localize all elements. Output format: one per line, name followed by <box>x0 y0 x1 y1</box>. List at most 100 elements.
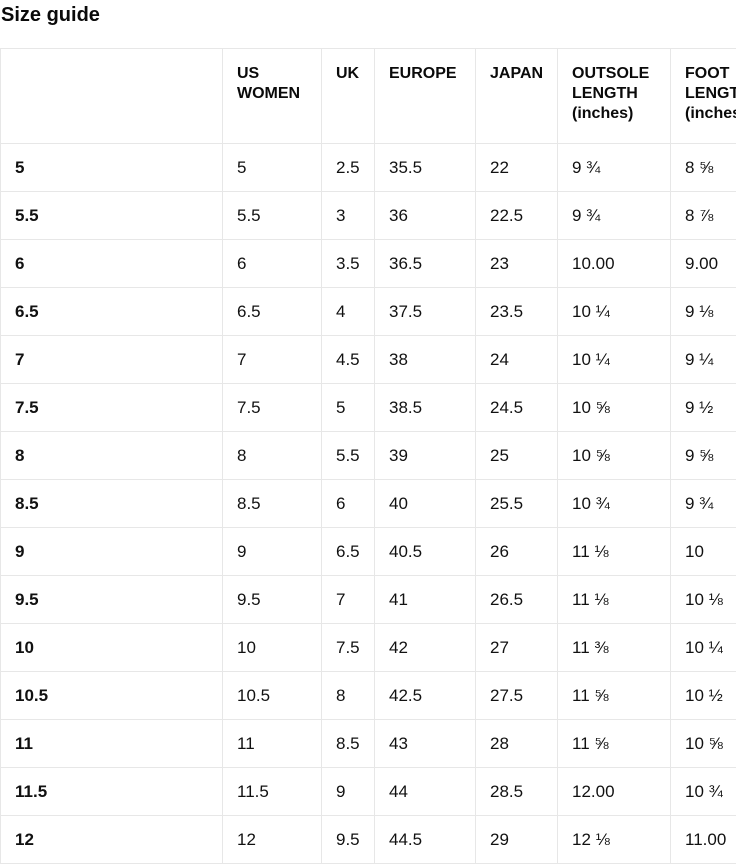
size-cell: 11 <box>0 719 223 768</box>
table-cell: 9.00 <box>670 239 736 288</box>
table-cell: 2.5 <box>321 143 375 192</box>
size-cell: 8.5 <box>0 479 223 528</box>
table-cell: 5.5 <box>321 431 375 480</box>
table-cell: 6 <box>222 239 322 288</box>
table-cell: 6.5 <box>321 527 375 576</box>
table-cell: 6.5 <box>222 287 322 336</box>
table-cell: 5.5 <box>222 191 322 240</box>
table-cell: 6 <box>321 479 375 528</box>
size-cell: 7 <box>0 335 223 384</box>
table-cell: 39 <box>374 431 476 480</box>
table-cell: 9.5 <box>222 575 322 624</box>
size-cell: 12 <box>0 815 223 864</box>
table-cell: 11.00 <box>670 815 736 864</box>
header-cell-0 <box>0 48 223 144</box>
table-row: 9 9 6.5 40.5 26 11 ⅛ 10 <box>0 527 736 576</box>
header-cell-1: US WOMEN <box>222 48 322 144</box>
table-cell: 10 ⅛ <box>670 575 736 624</box>
table-cell: 28.5 <box>475 767 558 816</box>
table-cell: 11 ⅛ <box>557 575 671 624</box>
table-cell: 10.00 <box>557 239 671 288</box>
size-cell: 9 <box>0 527 223 576</box>
table-cell: 10 ¼ <box>670 623 736 672</box>
size-cell: 5.5 <box>0 191 223 240</box>
table-cell: 5 <box>321 383 375 432</box>
table-cell: 23 <box>475 239 558 288</box>
table-cell: 28 <box>475 719 558 768</box>
table-cell: 9 ¼ <box>670 335 736 384</box>
table-cell: 11.5 <box>222 767 322 816</box>
table-cell: 9 ½ <box>670 383 736 432</box>
size-cell: 9.5 <box>0 575 223 624</box>
table-cell: 9 ¾ <box>670 479 736 528</box>
size-cell: 5 <box>0 143 223 192</box>
table-cell: 11 ⅝ <box>557 671 671 720</box>
size-cell: 8 <box>0 431 223 480</box>
size-cell: 10.5 <box>0 671 223 720</box>
table-row: 11 11 8.5 43 28 11 ⅝ 10 ⅝ <box>0 719 736 768</box>
table-cell: 27 <box>475 623 558 672</box>
size-cell: 10 <box>0 623 223 672</box>
table-cell: 10 ½ <box>670 671 736 720</box>
size-guide-table-viewport: US WOMEN UK EUROPE JAPAN OUTSOLE LENGTH (inc… <box>0 48 736 864</box>
header-cell-3: EUROPE <box>374 48 476 144</box>
table-cell: 9 <box>222 527 322 576</box>
table-cell: 36.5 <box>374 239 476 288</box>
table-cell: 11 ⅛ <box>557 527 671 576</box>
table-cell: 41 <box>374 575 476 624</box>
table-row: 10.5 10.5 8 42.5 27.5 11 ⅝ 10 ½ <box>0 671 736 720</box>
table-cell: 44.5 <box>374 815 476 864</box>
table-cell: 38 <box>374 335 476 384</box>
table-cell: 12 ⅛ <box>557 815 671 864</box>
table-cell: 9.5 <box>321 815 375 864</box>
table-row: 12 12 9.5 44.5 29 12 ⅛ 11.00 <box>0 815 736 864</box>
table-cell: 10 ¼ <box>557 335 671 384</box>
size-cell: 6.5 <box>0 287 223 336</box>
table-cell: 11 <box>222 719 322 768</box>
table-cell: 10 <box>670 527 736 576</box>
table-cell: 8 <box>321 671 375 720</box>
table-row: 10 10 7.5 42 27 11 ⅜ 10 ¼ <box>0 623 736 672</box>
table-cell: 3 <box>321 191 375 240</box>
table-cell: 3.5 <box>321 239 375 288</box>
table-cell: 9 ⅛ <box>670 287 736 336</box>
table-cell: 8 ⅝ <box>670 143 736 192</box>
table-cell: 23.5 <box>475 287 558 336</box>
table-cell: 7 <box>321 575 375 624</box>
table-cell: 35.5 <box>374 143 476 192</box>
table-row: 11.5 11.5 9 44 28.5 12.00 10 ¾ <box>0 767 736 816</box>
table-cell: 25.5 <box>475 479 558 528</box>
table-cell: 9 ¾ <box>557 143 671 192</box>
table-cell: 9 ⅝ <box>670 431 736 480</box>
table-cell: 10 ¾ <box>670 767 736 816</box>
table-cell: 25 <box>475 431 558 480</box>
table-cell: 42 <box>374 623 476 672</box>
header-row: US WOMEN UK EUROPE JAPAN OUTSOLE LENGTH (inc… <box>0 48 736 144</box>
table-row: 6 6 3.5 36.5 23 10.00 9.00 <box>0 239 736 288</box>
table-cell: 8 <box>222 431 322 480</box>
table-cell: 38.5 <box>374 383 476 432</box>
table-cell: 5 <box>222 143 322 192</box>
table-cell: 10 <box>222 623 322 672</box>
header-cell-6: FOOT LENGTH (inches) <box>670 48 736 144</box>
table-cell: 12 <box>222 815 322 864</box>
table-cell: 29 <box>475 815 558 864</box>
table-cell: 10 ⅝ <box>557 431 671 480</box>
table-cell: 8 ⅞ <box>670 191 736 240</box>
table-cell: 43 <box>374 719 476 768</box>
table-cell: 26.5 <box>475 575 558 624</box>
table-cell: 24 <box>475 335 558 384</box>
table-cell: 22 <box>475 143 558 192</box>
table-cell: 44 <box>374 767 476 816</box>
table-cell: 4 <box>321 287 375 336</box>
page-title: Size guide <box>1 4 100 26</box>
table-cell: 10 ¼ <box>557 287 671 336</box>
table-cell: 24.5 <box>475 383 558 432</box>
table-header: US WOMEN UK EUROPE JAPAN OUTSOLE LENGTH (inc… <box>0 48 736 144</box>
